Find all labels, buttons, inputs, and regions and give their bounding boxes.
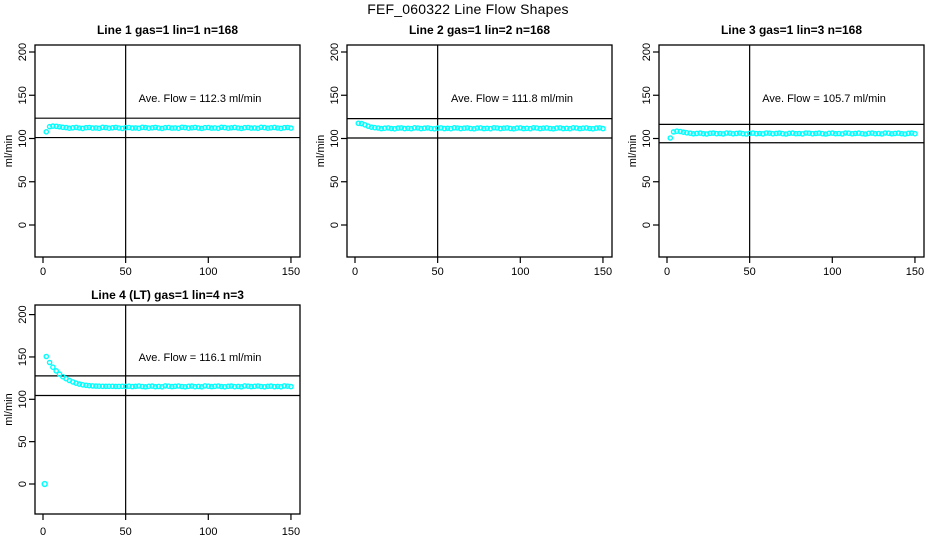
y-tick-label: 0 [329, 222, 341, 228]
y-tick-label: 200 [17, 305, 29, 323]
ave-flow-annotation: Ave. Flow = 111.8 ml/min [451, 93, 573, 105]
x-tick-label: 50 [120, 526, 132, 538]
y-tick-label: 100 [641, 129, 653, 147]
panel-title: Line 3 gas=1 lin=3 n=168 [721, 23, 862, 37]
y-tick-label: 150 [641, 86, 653, 104]
y-tick-label: 0 [641, 222, 653, 228]
y-tick-label: 100 [17, 129, 29, 147]
x-tick-label: 150 [282, 526, 300, 538]
y-axis-label: ml/min [315, 135, 327, 167]
y-tick-label: 150 [329, 86, 341, 104]
figure-title: FEF_060322 Line Flow Shapes [367, 1, 569, 17]
y-tick-label: 100 [329, 129, 341, 147]
y-tick-label: 150 [17, 348, 29, 366]
plot-box [34, 44, 301, 258]
plot-box [658, 44, 925, 258]
panel-line-1: Line 1 gas=1 lin=1 n=168 0 50 100 150 0 50 100 1… [3, 23, 301, 278]
y-tick-label: 50 [329, 176, 341, 188]
x-tick-label: 100 [511, 266, 529, 278]
panel-title: Line 1 gas=1 lin=1 n=168 [97, 23, 238, 37]
plot-box [346, 44, 613, 258]
x-tick-label: 0 [352, 266, 358, 278]
plot-box [34, 304, 301, 515]
x-tick-label: 150 [594, 266, 612, 278]
ave-flow-annotation: Ave. Flow = 105.7 ml/min [762, 93, 886, 105]
ave-flow-annotation: Ave. Flow = 112.3 ml/min [139, 93, 262, 105]
data-points [355, 120, 606, 132]
y-tick-label: 200 [329, 43, 341, 61]
y-axis-label: ml/min [3, 135, 15, 167]
y-tick-label: 200 [641, 43, 653, 61]
outlier-point [41, 480, 48, 488]
x-tick-label: 150 [906, 266, 924, 278]
x-tick-label: 150 [282, 266, 300, 278]
y-axis-label: ml/min [627, 135, 639, 167]
x-tick-label: 100 [199, 526, 217, 538]
y-tick-label: 100 [17, 390, 29, 408]
x-tick-label: 0 [40, 266, 46, 278]
y-axis-label: ml/min [3, 393, 15, 425]
data-points [41, 353, 294, 488]
x-tick-label: 100 [199, 266, 217, 278]
x-tick-label: 0 [664, 266, 670, 278]
y-tick-label: 50 [641, 176, 653, 188]
panel-line-4: Line 4 (LT) gas=1 lin=4 n=3 0 50 100 150 0 50 1… [3, 288, 301, 538]
y-tick-label: 50 [17, 176, 29, 188]
y-tick-label: 0 [17, 481, 29, 487]
x-tick-label: 50 [744, 266, 756, 278]
data-points [667, 128, 918, 141]
y-tick-label: 200 [17, 43, 29, 61]
panel-title: Line 4 (LT) gas=1 lin=4 n=3 [91, 288, 244, 302]
ave-flow-annotation: Ave. Flow = 116.1 ml/min [139, 352, 262, 364]
x-tick-label: 50 [432, 266, 444, 278]
y-tick-label: 50 [17, 436, 29, 448]
y-tick-label: 150 [17, 86, 29, 104]
panel-line-2: Line 2 gas=1 lin=2 n=168 0 50 100 150 0 50 100 1… [315, 23, 613, 278]
data-points [43, 123, 294, 135]
y-tick-label: 0 [17, 222, 29, 228]
panel-line-3: Line 3 gas=1 lin=3 n=168 0 50 100 150 0 50 100 1… [627, 23, 925, 278]
panel-title: Line 2 gas=1 lin=2 n=168 [409, 23, 550, 37]
x-tick-label: 100 [823, 266, 841, 278]
x-tick-label: 0 [40, 526, 46, 538]
x-tick-label: 50 [120, 266, 132, 278]
